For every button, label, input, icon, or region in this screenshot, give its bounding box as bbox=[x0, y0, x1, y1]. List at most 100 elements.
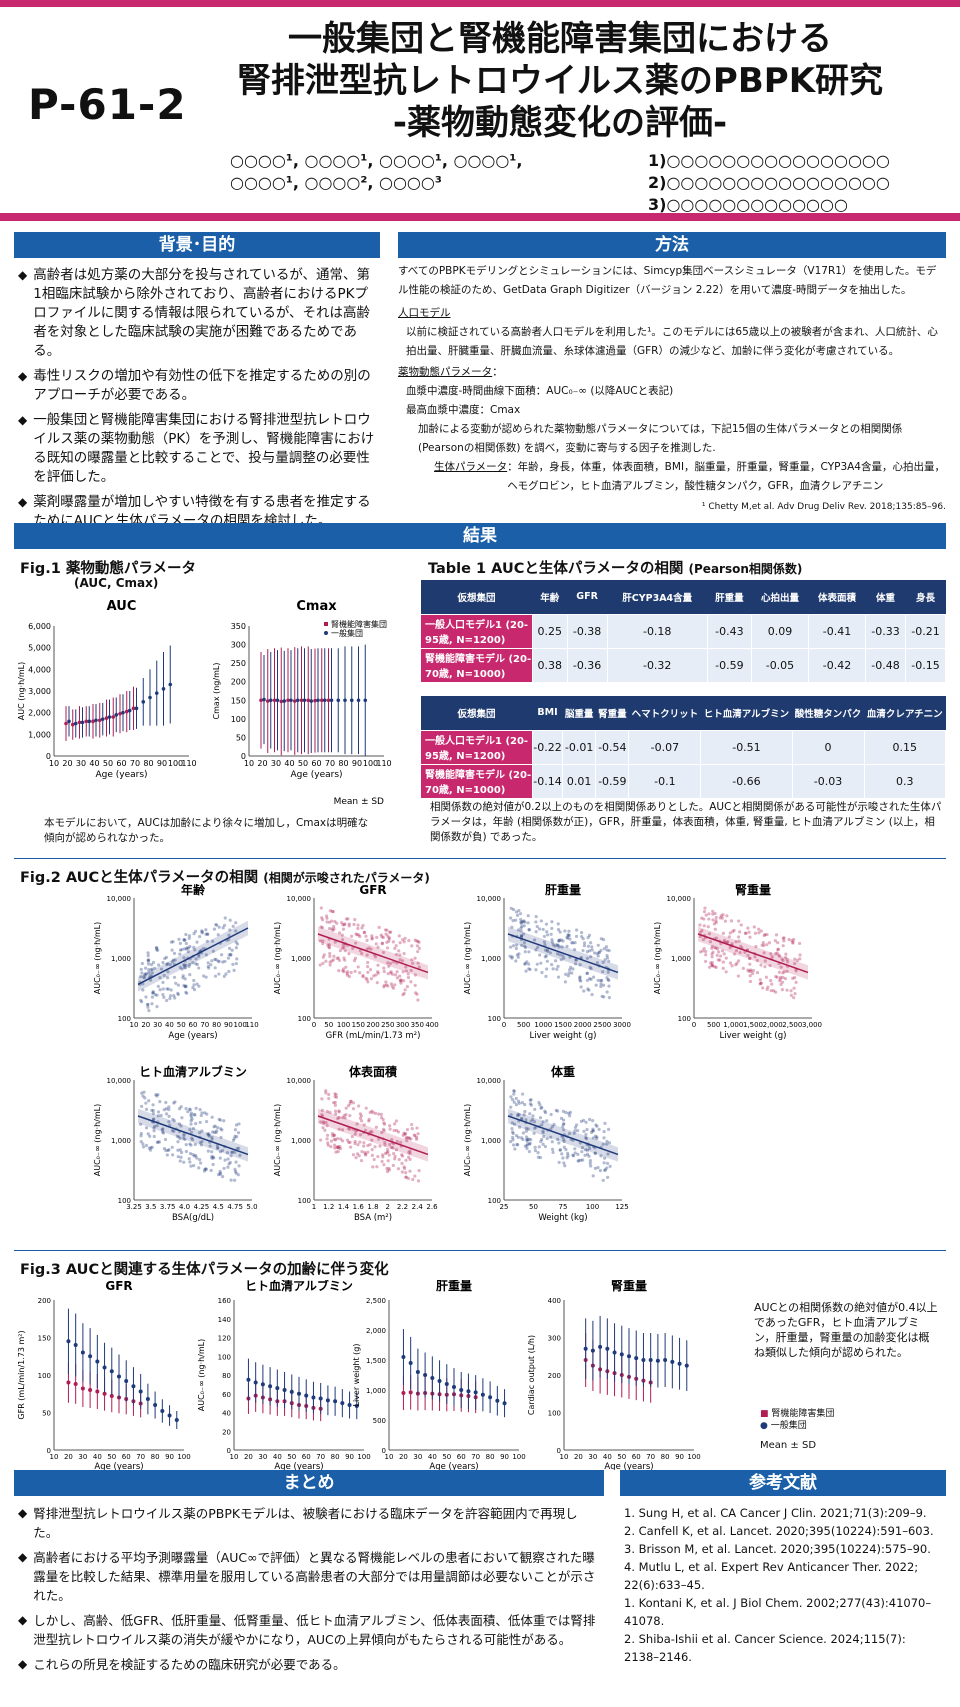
scatter-point bbox=[172, 1129, 176, 1133]
scatter-point bbox=[223, 959, 227, 964]
scatter-point bbox=[325, 1137, 329, 1141]
scatter-point bbox=[541, 1120, 545, 1124]
scatter-point bbox=[777, 953, 781, 957]
data-point bbox=[295, 698, 300, 703]
x-tick-label: 30 bbox=[76, 759, 86, 768]
summary-bullet: ◆ しかし、高齢、低GFR、低肝重量、低腎重量、低ヒト血清アルブミン、低体表面積、… bbox=[18, 1613, 596, 1647]
scatter-point bbox=[156, 1114, 160, 1118]
table-header-cell: 仮想集団 bbox=[420, 580, 533, 614]
scatter-point bbox=[159, 967, 164, 971]
data-point bbox=[612, 1350, 617, 1355]
diamond-bullet-icon: ◆ bbox=[18, 413, 28, 427]
x-tick-label: 70 bbox=[130, 759, 140, 768]
data-point bbox=[268, 1384, 273, 1389]
scatter-point bbox=[368, 968, 373, 972]
scatter-point bbox=[789, 993, 793, 997]
scatter-point bbox=[517, 952, 521, 956]
scatter-point bbox=[522, 941, 527, 945]
scatter-point bbox=[396, 1130, 401, 1134]
scatter-point bbox=[343, 922, 347, 926]
scatter-point bbox=[382, 983, 387, 988]
scatter-point bbox=[551, 967, 555, 971]
scatter-point bbox=[755, 970, 760, 975]
scatter-point bbox=[415, 939, 419, 943]
scatter-point bbox=[192, 988, 197, 992]
scatter-point bbox=[228, 928, 232, 932]
scatter-point bbox=[775, 975, 779, 979]
panel-title: ヒト血清アルブミン bbox=[139, 1064, 247, 1079]
y-tick-label: 0 bbox=[46, 752, 51, 761]
scatter-point bbox=[407, 1150, 411, 1154]
y-axis-label: AUC₀₋∞ (ng·h/mL) bbox=[653, 922, 662, 995]
scatter-point bbox=[344, 965, 348, 969]
scatter-point bbox=[512, 1122, 517, 1126]
scatter-point bbox=[734, 963, 738, 967]
scatter-point bbox=[589, 955, 593, 959]
scatter-point bbox=[707, 912, 711, 916]
scatter-point bbox=[527, 928, 531, 932]
data-point bbox=[104, 716, 109, 720]
scatter-point bbox=[700, 916, 704, 920]
scatter-point bbox=[343, 1116, 347, 1120]
fig1-subtitle: (AUC, Cmax) bbox=[74, 576, 159, 590]
bio-param-label: 生体パラメータ bbox=[434, 461, 508, 473]
y-tick-label: 100 bbox=[218, 1353, 231, 1361]
scatter-point bbox=[524, 1129, 528, 1133]
scatter-point bbox=[151, 990, 155, 995]
scatter-point bbox=[519, 1136, 524, 1140]
scatter-point bbox=[197, 984, 201, 988]
table-header-cell: ヒト血清アルブミン bbox=[700, 696, 793, 730]
scatter-point bbox=[318, 963, 322, 967]
scatter-point bbox=[156, 984, 160, 988]
scatter-point bbox=[510, 1121, 514, 1125]
scatter-point bbox=[405, 1128, 410, 1132]
scatter-point bbox=[775, 951, 779, 955]
scatter-point bbox=[396, 1167, 401, 1171]
scatter-point bbox=[523, 962, 527, 966]
scatter-point bbox=[747, 930, 751, 934]
scatter-point bbox=[378, 1144, 382, 1148]
scatter-point bbox=[207, 1132, 211, 1136]
scatter-point bbox=[720, 916, 724, 920]
scatter-point bbox=[174, 981, 178, 985]
scatter-point bbox=[337, 1115, 341, 1120]
scatter-point bbox=[415, 1137, 419, 1141]
scatter-point bbox=[322, 1121, 326, 1125]
y-axis-label: AUC₀₋∞ (ng·h/mL) bbox=[463, 1104, 472, 1177]
scatter-point bbox=[209, 1168, 213, 1173]
scatter-point bbox=[591, 1129, 595, 1133]
x-tick-label: 90 bbox=[157, 759, 167, 768]
scatter-point bbox=[171, 1117, 175, 1121]
scatter-point bbox=[540, 1105, 544, 1110]
x-axis-label: BSA (m²) bbox=[354, 1213, 392, 1223]
scatter-point bbox=[151, 1117, 156, 1121]
scatter-point bbox=[211, 1162, 215, 1167]
scatter-point bbox=[342, 945, 346, 949]
scatter-point bbox=[543, 943, 547, 947]
scatter-point bbox=[541, 1142, 545, 1146]
scatter-point bbox=[165, 998, 169, 1003]
data-point bbox=[124, 1379, 129, 1383]
scatter-point bbox=[526, 1127, 530, 1131]
scatter-point bbox=[523, 1144, 527, 1148]
scatter-point bbox=[562, 1137, 566, 1142]
scatter-point bbox=[376, 945, 380, 949]
scatter-point bbox=[335, 956, 339, 961]
scatter-point bbox=[521, 920, 525, 924]
references-heading: 参考文献 bbox=[620, 1470, 946, 1496]
scatter-point bbox=[321, 942, 325, 946]
scatter-point bbox=[219, 1127, 223, 1131]
poster-title: 一般集団と腎機能障害集団における 腎排泄型抗レトロウイルス薬のPBPK研究 -薬… bbox=[210, 18, 910, 144]
scatter-point bbox=[347, 952, 351, 956]
x-axis-label: GFR (mL/min/1.73 m²) bbox=[326, 1031, 421, 1041]
scatter-point bbox=[369, 947, 373, 951]
scatter-point bbox=[389, 970, 393, 974]
scatter-point bbox=[232, 1136, 236, 1141]
scatter-point bbox=[561, 954, 565, 958]
scatter-point bbox=[544, 974, 548, 978]
scatter-point bbox=[538, 953, 542, 957]
scatter-point bbox=[400, 959, 405, 963]
scatter-point bbox=[585, 1152, 590, 1156]
scatter-point bbox=[193, 948, 197, 952]
scatter-point bbox=[602, 1136, 606, 1140]
